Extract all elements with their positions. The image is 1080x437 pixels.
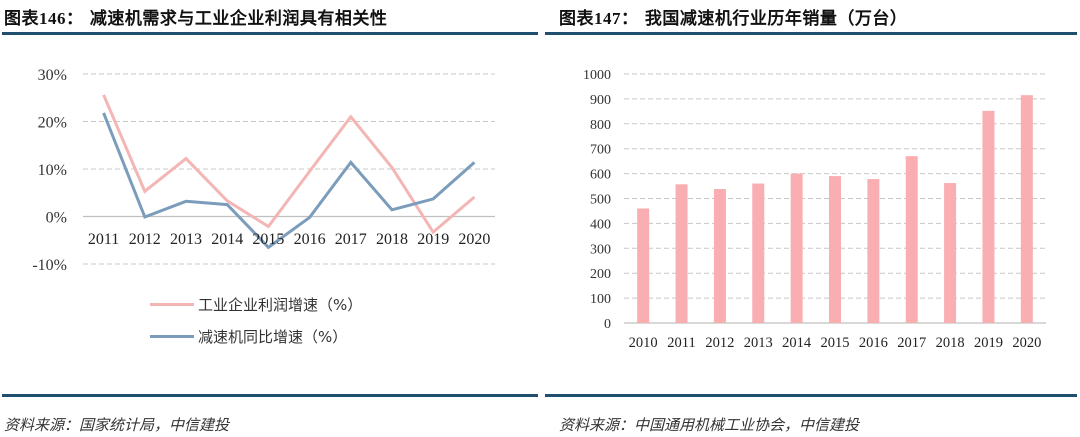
legend-label-reducer: 减速机同比增速（%） bbox=[198, 327, 348, 346]
y-tick-label: 30% bbox=[38, 67, 67, 84]
line-chart-gridlines bbox=[83, 73, 495, 265]
line-chart-series bbox=[102, 94, 476, 250]
left-figure-number: 图表146： bbox=[4, 9, 84, 28]
right-chart-title: 图表147： 我国减速机行业历年销量（万台） bbox=[559, 4, 907, 29]
legend-item-profit: 工业企业利润增速（%） bbox=[150, 292, 362, 316]
legend-swatch-pink bbox=[150, 302, 194, 306]
line-chart-y-axis: 30% 20% 10% 0% -10% bbox=[32, 67, 67, 274]
right-source-note: 资料来源：中国通用机械工业协会，中信建投 bbox=[559, 416, 860, 434]
y-tick-label: 0% bbox=[46, 210, 67, 227]
line-chart-legend: 工业企业利润增速（%） 减速机同比增速（%） bbox=[150, 292, 362, 356]
left-top-rule bbox=[2, 32, 538, 35]
profit-growth-line bbox=[102, 94, 476, 235]
x-tick-label: 2016 bbox=[294, 231, 326, 248]
x-tick-label: 2017 bbox=[335, 231, 367, 248]
right-chart-panel: 图表147： 我国减速机行业历年销量（万台） 资料来源：中国通用机械工业协会，中… bbox=[545, 0, 1080, 437]
right-bottom-rule bbox=[545, 394, 1077, 397]
legend-item-reducer: 减速机同比增速（%） bbox=[150, 324, 362, 348]
right-figure-number: 图表147： bbox=[559, 9, 639, 28]
y-tick-label: 20% bbox=[38, 115, 67, 132]
x-tick-label: 2018 bbox=[376, 231, 408, 248]
legend-label-profit: 工业企业利润增速（%） bbox=[198, 295, 363, 314]
x-tick-label: 2015 bbox=[252, 231, 284, 248]
right-figure-caption: 我国减速机行业历年销量（万台） bbox=[644, 9, 908, 29]
line-chart-x-axis: 2011 2012 2013 2014 2015 2016 2017 2018 2019 2020 bbox=[88, 231, 491, 248]
line-chart: 30% 20% 10% 0% -10% 2011 2012 2013 2014 2015 2016… bbox=[32, 67, 495, 274]
left-chart-title: 图表146： 减速机需求与工业企业利润具有相关性 bbox=[4, 4, 387, 29]
x-tick-label: 2013 bbox=[170, 231, 202, 248]
y-tick-label: -10% bbox=[32, 257, 67, 274]
x-tick-label: 2011 bbox=[88, 231, 119, 248]
left-bottom-rule bbox=[2, 394, 538, 397]
x-tick-label: 2020 bbox=[458, 231, 490, 248]
left-chart-panel: 图表146： 减速机需求与工业企业利润具有相关性 30% 20% 10% 0% -10%… bbox=[2, 4, 538, 434]
legend-swatch-blue bbox=[150, 334, 194, 338]
y-tick-label: 10% bbox=[38, 162, 67, 179]
x-tick-label: 2012 bbox=[129, 231, 161, 248]
left-figure-caption: 减速机需求与工业企业利润具有相关性 bbox=[89, 9, 388, 29]
left-source-note: 资料来源：国家统计局，中信建投 bbox=[4, 416, 230, 434]
x-tick-label: 2019 bbox=[417, 231, 449, 248]
reducer-growth-line bbox=[102, 112, 476, 250]
x-tick-label: 2014 bbox=[211, 231, 243, 248]
right-top-rule bbox=[545, 32, 1077, 35]
